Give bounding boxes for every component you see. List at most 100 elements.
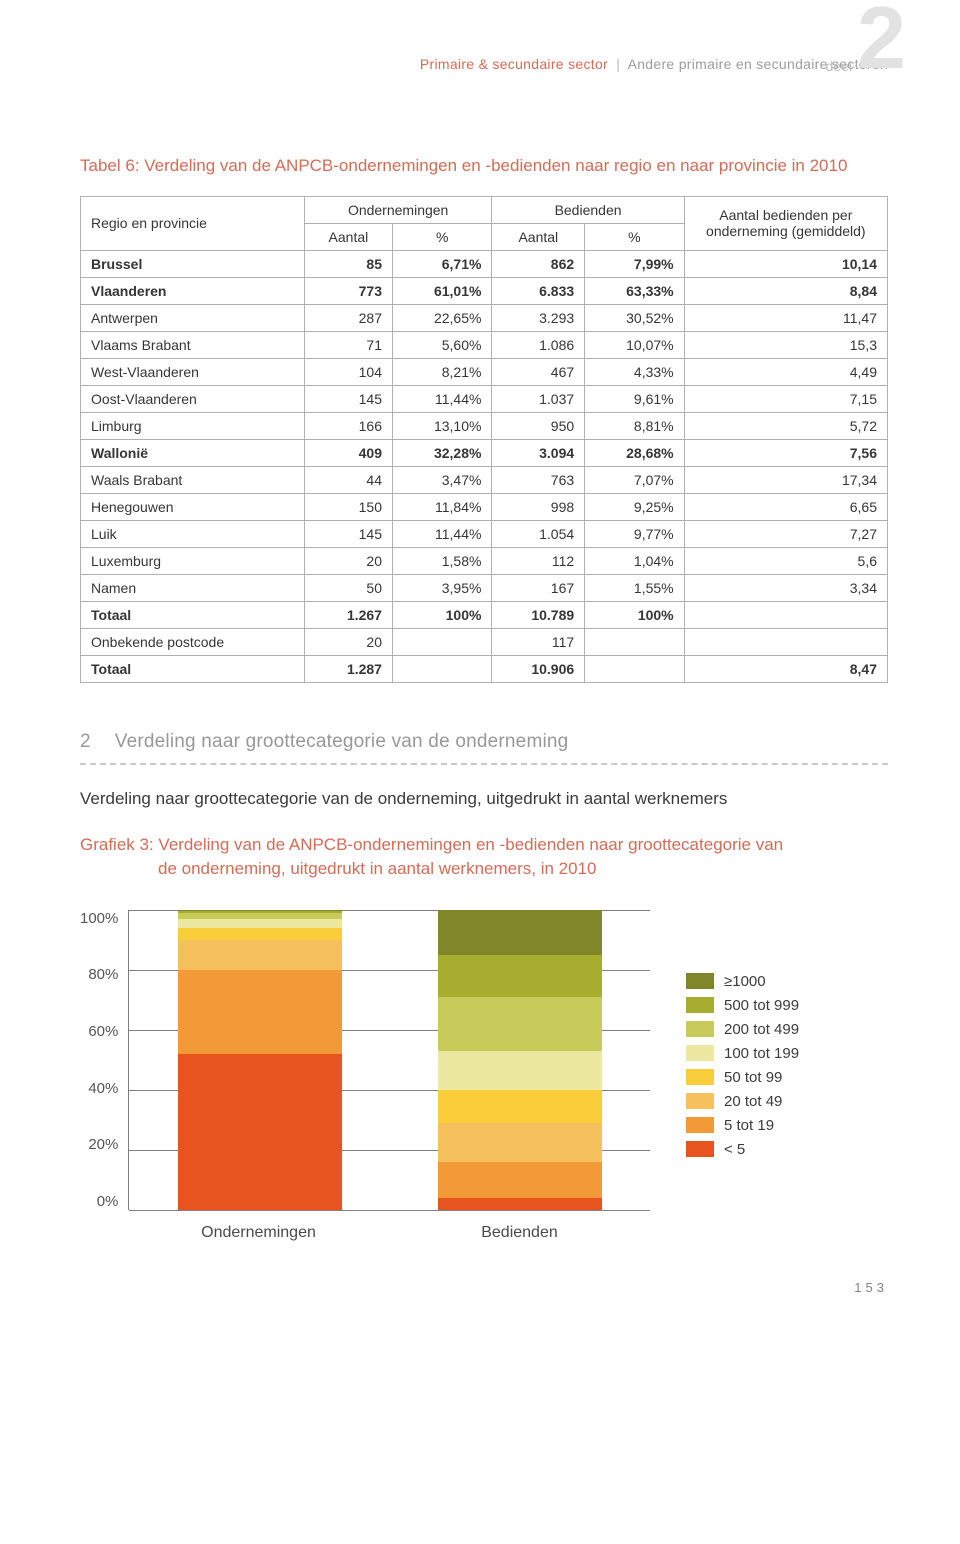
table-cell: 8,81%: [585, 412, 684, 439]
x-tick-label: Bedienden: [438, 1224, 602, 1242]
bar-segment-200_499: [438, 997, 602, 1051]
table-cell: 4,49: [684, 358, 887, 385]
table-cell: 22,65%: [392, 304, 491, 331]
bar-segment-50_99: [178, 928, 342, 940]
table-cell: Vlaams Brabant: [81, 331, 305, 358]
table-cell: 20: [304, 628, 392, 655]
table-cell: 7,07%: [585, 466, 684, 493]
table-cell: 9,25%: [585, 493, 684, 520]
table-cell: 1.054: [492, 520, 585, 547]
table-cell: 862: [492, 250, 585, 277]
table-row: Totaal1.267100%10.789100%: [81, 601, 888, 628]
table-cell: 3,34: [684, 574, 887, 601]
part-badge: 2 deel: [857, 6, 900, 69]
y-tick-label: 20%: [80, 1136, 118, 1153]
table-cell: 11,44%: [392, 520, 491, 547]
figure-caption: Grafiek 3: Verdeling van de ANPCB-ondern…: [80, 833, 888, 882]
table-cell: [684, 628, 887, 655]
table-cell: Henegouwen: [81, 493, 305, 520]
table-row: Antwerpen28722,65%3.29330,52%11,47: [81, 304, 888, 331]
table-row: Waals Brabant443,47%7637,07%17,34: [81, 466, 888, 493]
table-cell: Onbekende postcode: [81, 628, 305, 655]
table-cell: Waals Brabant: [81, 466, 305, 493]
chart-legend: ≥1000 500 tot 999 200 tot 499 100 tot 199 50…: [686, 966, 799, 1165]
table-row: Vlaanderen77361,01%6.83363,33%8,84: [81, 277, 888, 304]
bar-segment-100_199: [178, 919, 342, 928]
table-cell: 6,71%: [392, 250, 491, 277]
table-cell: 7,15: [684, 385, 887, 412]
bar-segment-500_999: [438, 955, 602, 997]
table-cell: 9,77%: [585, 520, 684, 547]
table-cell: 287: [304, 304, 392, 331]
y-axis: 100%80%60%40%20%0%: [80, 910, 128, 1210]
bar-segment-5_19: [178, 970, 342, 1054]
bar-segment-gte1000: [438, 910, 602, 955]
legend-swatch: [686, 1045, 714, 1061]
col-employees-pct: %: [585, 223, 684, 250]
col-companies-pct: %: [392, 223, 491, 250]
legend-label: 100 tot 199: [724, 1045, 799, 1062]
section-heading: 2Verdeling naar groottecategorie van de …: [80, 731, 888, 765]
table-cell: 7,27: [684, 520, 887, 547]
running-header: Primaire & secundaire sector | Andere pr…: [80, 56, 888, 72]
table-cell: [392, 655, 491, 682]
legend-item: ≥1000: [686, 973, 799, 990]
grid-line: [129, 1210, 650, 1211]
legend-item: 20 tot 49: [686, 1093, 799, 1110]
table-row: Luxemburg201,58%1121,04%5,6: [81, 547, 888, 574]
table-cell: Luxemburg: [81, 547, 305, 574]
table-cell: [392, 628, 491, 655]
y-tick-label: 100%: [80, 910, 118, 927]
table-cell: 5,72: [684, 412, 887, 439]
stacked-bar: [178, 910, 342, 1210]
table-cell: 167: [492, 574, 585, 601]
table-cell: 1.086: [492, 331, 585, 358]
legend-swatch: [686, 1021, 714, 1037]
table-cell: 104: [304, 358, 392, 385]
legend-label: 500 tot 999: [724, 997, 799, 1014]
table-cell: 11,44%: [392, 385, 491, 412]
table-cell: 32,28%: [392, 439, 491, 466]
legend-item: 5 tot 19: [686, 1117, 799, 1134]
bar-segment-lt5: [438, 1198, 602, 1210]
table-cell: Namen: [81, 574, 305, 601]
table-cell: 117: [492, 628, 585, 655]
table-cell: 6.833: [492, 277, 585, 304]
header-section-primary: Primaire & secundaire sector: [420, 56, 608, 72]
table-cell: 145: [304, 520, 392, 547]
table-cell: 9,61%: [585, 385, 684, 412]
bar-segment-50_99: [438, 1090, 602, 1123]
table-cell: 8,47: [684, 655, 887, 682]
col-employees: Bedienden: [492, 196, 684, 223]
figure-caption-line1: Grafiek 3: Verdeling van de ANPCB-ondern…: [80, 835, 783, 854]
legend-item: 50 tot 99: [686, 1069, 799, 1086]
table-cell: Totaal: [81, 655, 305, 682]
table-cell: 950: [492, 412, 585, 439]
table-row: West-Vlaanderen1048,21%4674,33%4,49: [81, 358, 888, 385]
table-cell: 166: [304, 412, 392, 439]
table-cell: 409: [304, 439, 392, 466]
legend-label: ≥1000: [724, 973, 766, 990]
table-cell: 7,99%: [585, 250, 684, 277]
table-cell: 17,34: [684, 466, 887, 493]
part-number: 2: [857, 6, 900, 69]
col-companies-count: Aantal: [304, 223, 392, 250]
table-cell: 1,58%: [392, 547, 491, 574]
col-employees-count: Aantal: [492, 223, 585, 250]
table-cell: 1.287: [304, 655, 392, 682]
table-cell: 11,47: [684, 304, 887, 331]
table-cell: 763: [492, 466, 585, 493]
table-cell: 63,33%: [585, 277, 684, 304]
table-cell: Wallonië: [81, 439, 305, 466]
table-cell: 30,52%: [585, 304, 684, 331]
table-cell: 10.906: [492, 655, 585, 682]
table-caption: Tabel 6: Verdeling van de ANPCB-ondernem…: [80, 154, 888, 178]
bar-segment-20_49: [438, 1123, 602, 1162]
table-row: Wallonië40932,28%3.09428,68%7,56: [81, 439, 888, 466]
bar-segment-100_199: [438, 1051, 602, 1090]
table-cell: 10,07%: [585, 331, 684, 358]
legend-swatch: [686, 973, 714, 989]
table-cell: 3.293: [492, 304, 585, 331]
legend-item: 200 tot 499: [686, 1021, 799, 1038]
table-cell: 773: [304, 277, 392, 304]
